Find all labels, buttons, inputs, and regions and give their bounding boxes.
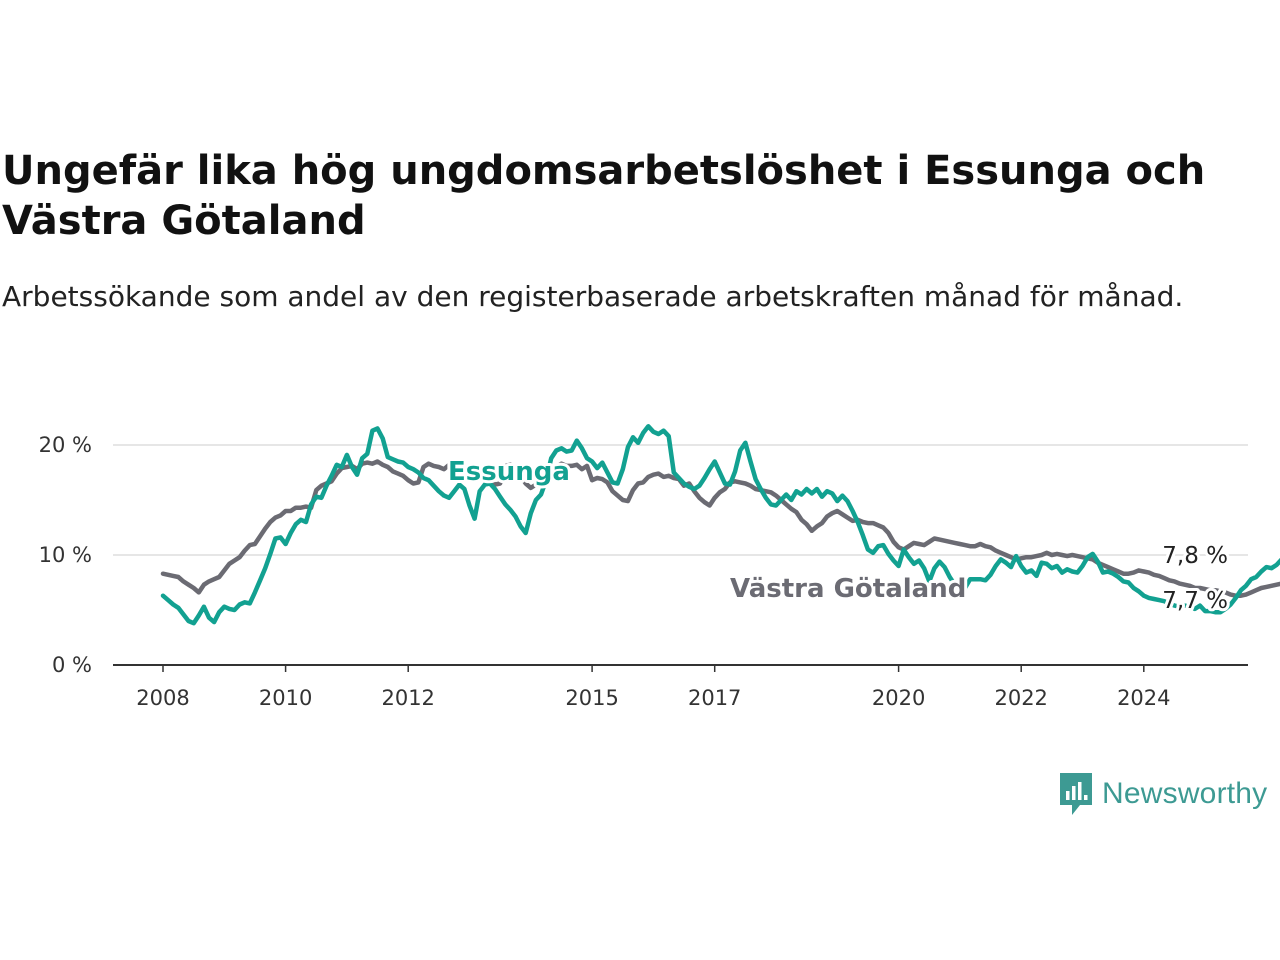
x-tick-label: 2012 <box>381 686 434 710</box>
x-tick-label: 2008 <box>136 686 189 710</box>
series-label-vastra-gotaland: Västra Götaland <box>730 574 966 604</box>
x-tick-label: 2024 <box>1117 686 1170 710</box>
brand-name: Newsworthy <box>1102 777 1268 810</box>
y-tick-label: 20 % <box>39 433 92 457</box>
series-label-vastra-gotaland-halo: Västra Götaland <box>730 574 966 604</box>
chart-subtitle: Arbetssökande som andel av den registerb… <box>2 280 1184 313</box>
y-tick-label: 0 % <box>52 653 92 677</box>
x-tick-label: 2017 <box>688 686 741 710</box>
x-tick-label: 2022 <box>994 686 1047 710</box>
bar-chart-speech-bubble-icon <box>1060 773 1092 815</box>
y-tick-label: 10 % <box>39 543 92 567</box>
chart-title: Ungefär lika hög ungdomsarbetslöshet i E… <box>2 148 1206 244</box>
end-label-essunga: 7,8 % <box>1162 543 1228 569</box>
newsworthy-logo: Newsworthy <box>1058 770 1267 818</box>
series-label-essunga: Essunga <box>448 457 570 487</box>
x-tick-label: 2015 <box>565 686 618 710</box>
end-label-essunga-halo: 7,8 % <box>1162 543 1228 569</box>
end-label-vastra-gotaland-halo: 7,7 % <box>1162 588 1228 614</box>
line-chart: 0 % 10 % 20 % 2008 2010 2012 2015 2017 2020 2022… <box>39 424 1280 710</box>
x-tick-label: 2020 <box>872 686 925 710</box>
x-axis-ticks: 2008 2010 2012 2015 2017 2020 2022 2024 <box>136 665 1171 710</box>
end-label-vastra-gotaland: 7,7 % <box>1162 588 1228 614</box>
series-line-essunga <box>160 424 1280 626</box>
x-tick-label: 2010 <box>259 686 312 710</box>
y-axis-ticks: 0 % 10 % 20 % <box>39 433 92 677</box>
series-label-essunga-halo: Essunga <box>448 457 570 487</box>
series-line-vastra-gotaland <box>160 459 1280 598</box>
series-lines <box>160 424 1280 626</box>
